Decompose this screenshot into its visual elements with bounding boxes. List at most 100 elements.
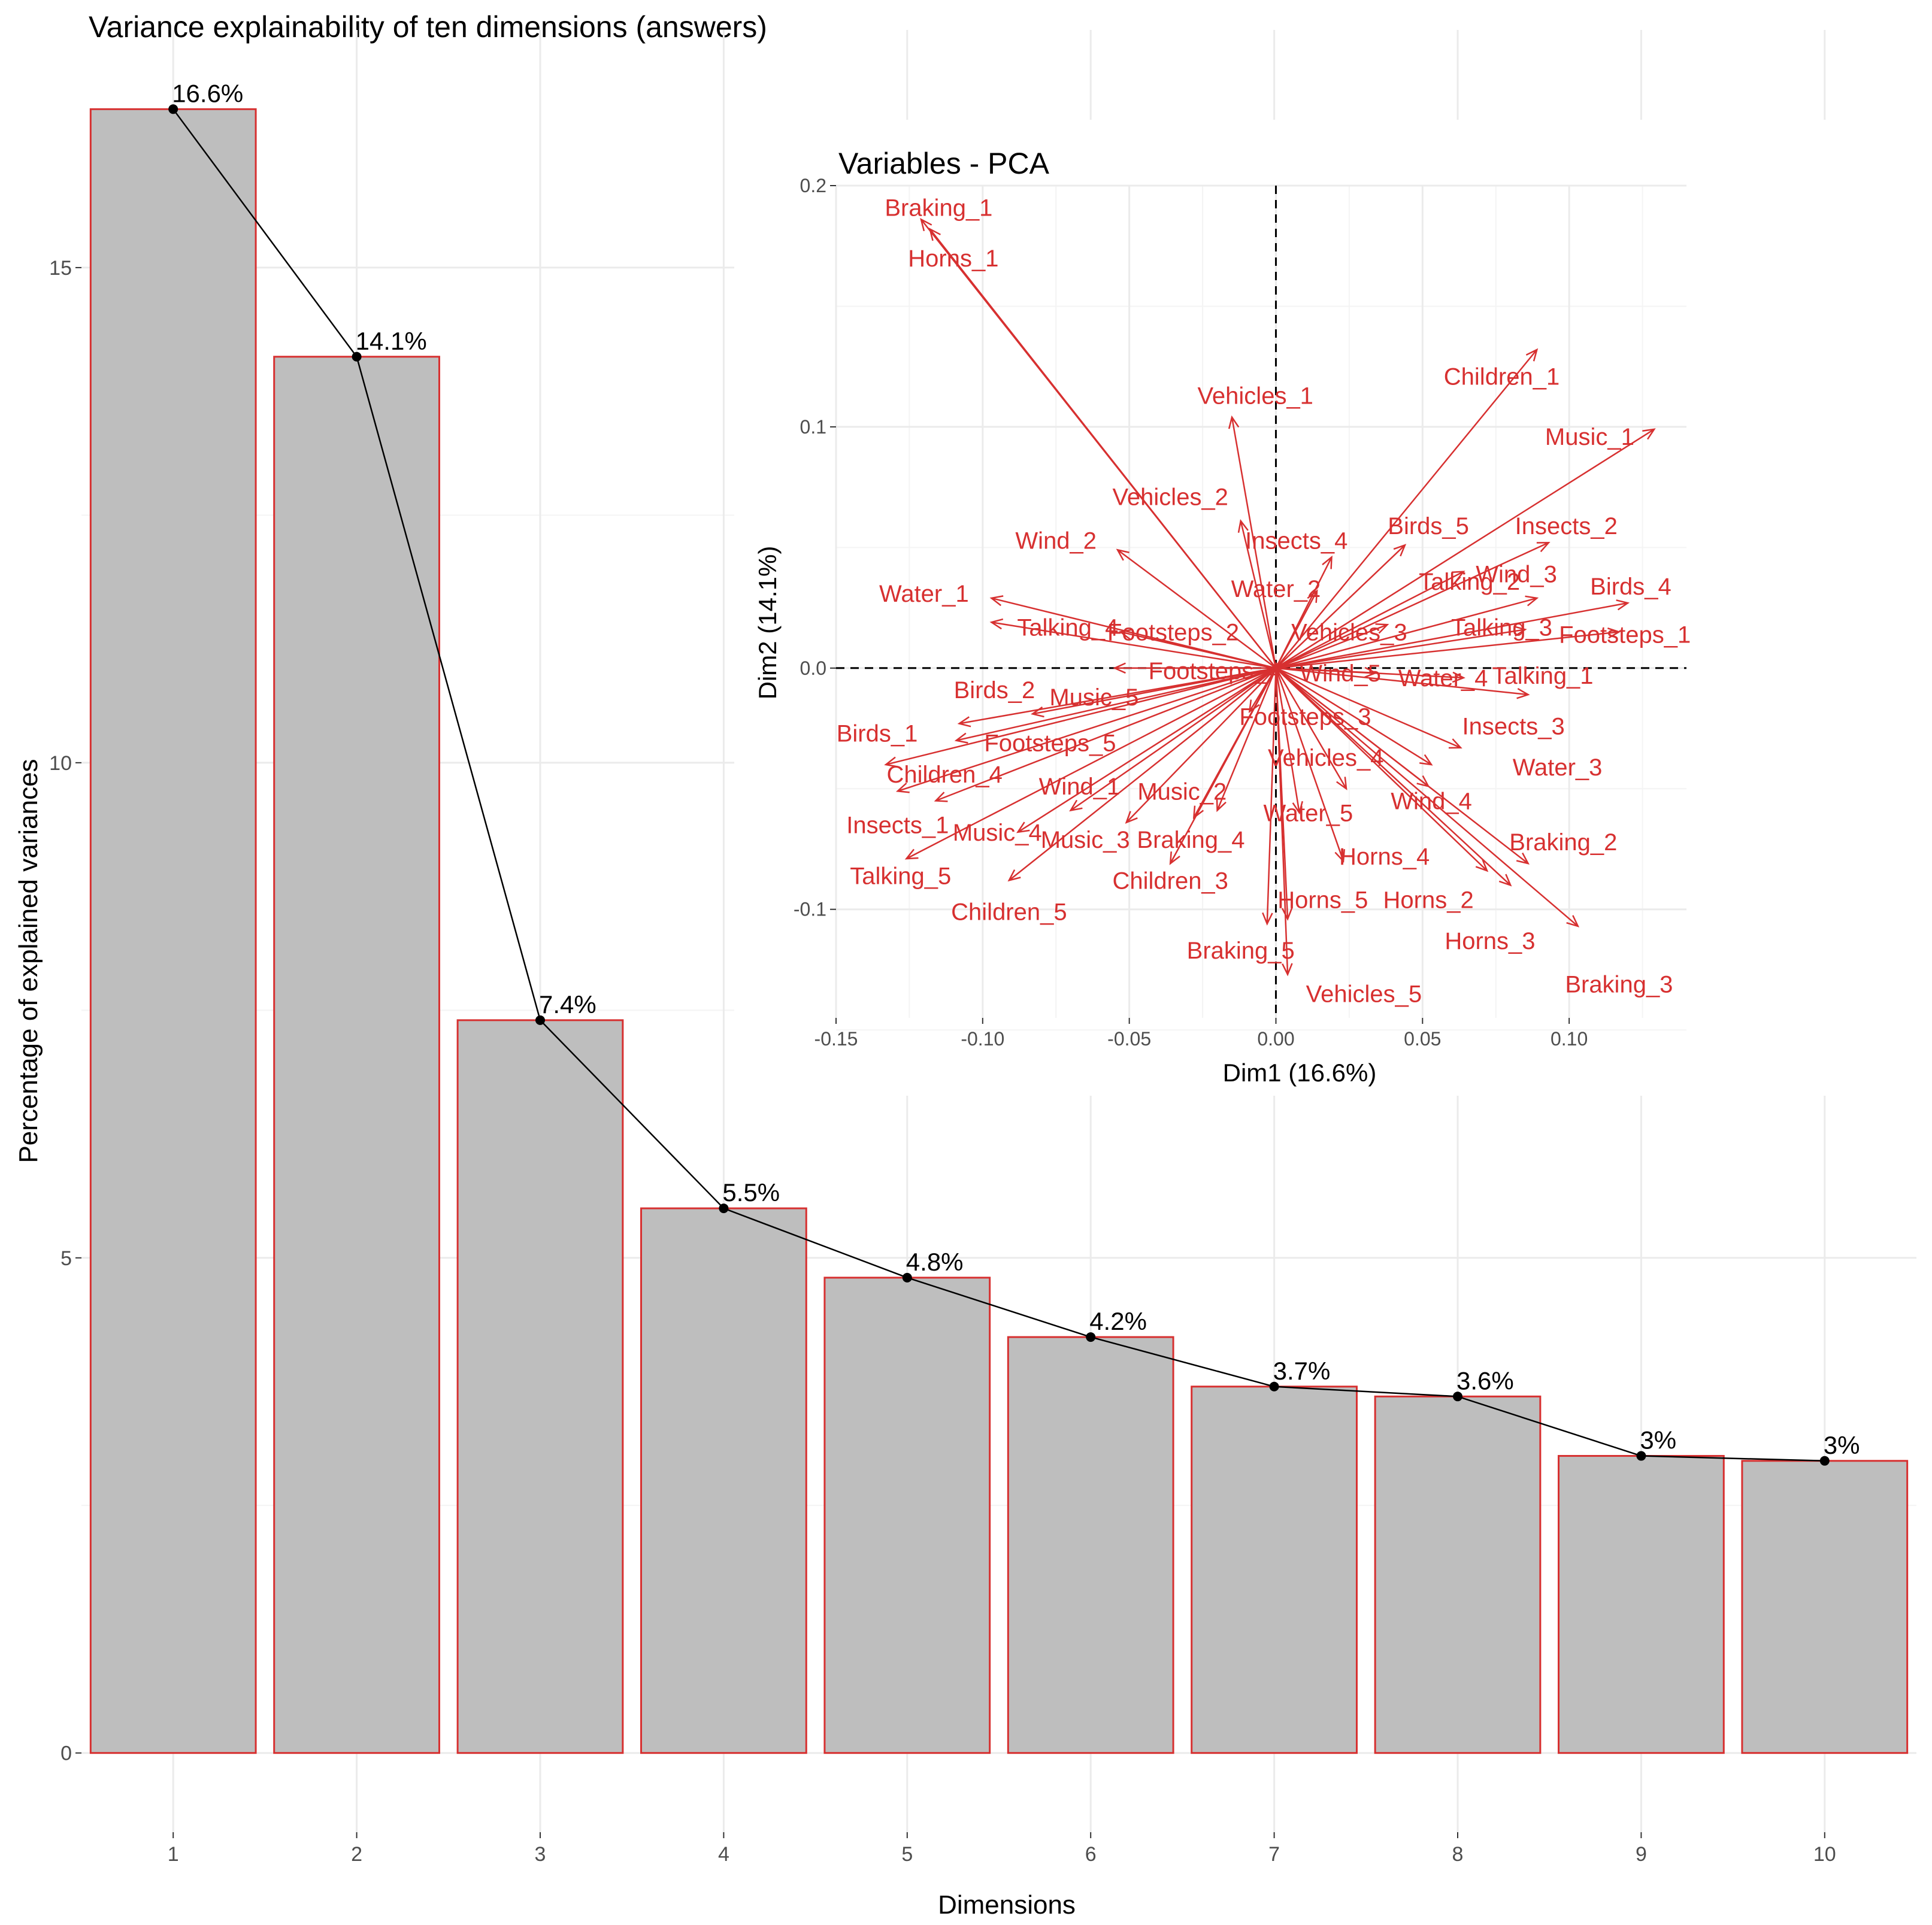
pca-label-braking-2: Braking_2 <box>1509 829 1617 856</box>
pca-variable-labels: Braking_1 Horns_1 Children_1 Vehicles_1 Musi… <box>837 195 1691 1007</box>
pca-arrow-talking-2 <box>1275 571 1465 669</box>
pca-arrow-birds-4 <box>1276 599 1630 669</box>
scree-data-label-1: 16.6% <box>172 79 243 107</box>
pca-arrow-vehicles-2 <box>1237 519 1277 669</box>
pca-arrow-insects-2 <box>1275 542 1551 669</box>
pca-label-vehicles-4: Vehicles_4 <box>1268 745 1383 771</box>
pca-arrow-horns-3 <box>1275 667 1489 872</box>
scree-data-label-7: 3.7% <box>1273 1357 1331 1385</box>
pca-label-birds-1: Birds_1 <box>837 721 918 747</box>
pca-label-water-2: Water_2 <box>1231 576 1321 602</box>
scree-bar-7 <box>1191 1386 1358 1754</box>
pca-label-footsteps-5: Footsteps_5 <box>984 730 1116 757</box>
pca-arrow-water-5 <box>1275 668 1303 815</box>
pca-label-insects-1: Insects_1 <box>846 813 949 839</box>
pca-arrow-talking-1 <box>1276 667 1530 699</box>
pca-arrow-wind-3 <box>1276 595 1539 669</box>
pca-arrow-wind-2 <box>1116 548 1277 669</box>
pca-arrow-footsteps-1 <box>1276 627 1621 669</box>
pca-label-water-4: Water_4 <box>1398 665 1488 692</box>
scree-bar-1 <box>89 108 257 1754</box>
pca-arrow-vehicles-1 <box>1228 415 1277 669</box>
pca-arrow-talking-3 <box>1276 625 1527 669</box>
pca-label-talking-5: Talking_5 <box>850 863 951 889</box>
pca-x-tick-label: 0.05 <box>1404 1028 1441 1050</box>
pca-label-braking-4: Braking_4 <box>1137 827 1244 853</box>
scree-x-tick-label: 9 <box>1636 1843 1647 1866</box>
pca-x-tick-label: -0.05 <box>1107 1028 1151 1050</box>
scree-x-tick-label: 8 <box>1452 1843 1464 1866</box>
scree-x-tick-label: 3 <box>535 1843 546 1866</box>
scree-y-axis-title: Percentage of explained variances <box>14 759 43 1163</box>
pca-label-braking-1: Braking_1 <box>885 195 992 221</box>
pca-label-children-4: Children_4 <box>886 762 1002 788</box>
scree-y-tick-label: 5 <box>60 1247 72 1270</box>
pca-arrow-children-1 <box>1275 348 1539 669</box>
scree-point-6 <box>1086 1332 1096 1342</box>
pca-arrow-vehicles-4 <box>1275 668 1347 790</box>
scree-x-tick-label: 10 <box>1813 1843 1836 1866</box>
scree-y-ticks: 0 5 10 15 <box>49 257 81 1765</box>
scree-y-tick-label: 15 <box>49 257 72 280</box>
scree-bar-5 <box>823 1277 991 1754</box>
pca-label-horns-2: Horns_2 <box>1383 887 1474 914</box>
scree-y-tick-label: 10 <box>49 752 72 775</box>
pca-label-talking-2: Talking_2 <box>1419 569 1520 595</box>
pca-arrow-vehicles-3 <box>1276 623 1389 669</box>
pca-arrow-water-2 <box>1275 589 1318 669</box>
pca-arrow-vehicles-5 <box>1275 668 1293 977</box>
scree-y-tick-label: 0 <box>60 1742 72 1765</box>
pca-arrow-braking-5 <box>1262 668 1277 926</box>
scree-points <box>168 104 1830 1466</box>
scree-data-label-5: 4.8% <box>906 1248 964 1276</box>
pca-label-music-2: Music_2 <box>1137 778 1227 805</box>
pca-label-music-4: Music_4 <box>953 820 1042 846</box>
pca-label-birds-4: Birds_4 <box>1590 574 1671 600</box>
scree-data-labels: 16.6% 14.1% 7.4% 5.5% 4.8% 4.2% 3.7% 3.6% 3% 3% <box>172 79 1860 1459</box>
pca-arrow-music-4 <box>1016 667 1277 833</box>
pca-arrow-horns-2 <box>1275 667 1512 887</box>
pca-label-braking-5: Braking_5 <box>1187 938 1295 964</box>
pca-y-ticks: -0.1 0.0 0.1 0.2 <box>794 175 836 920</box>
scree-bars <box>89 108 1909 1754</box>
scree-x-tick-label: 7 <box>1268 1843 1280 1866</box>
pca-label-vehicles-2: Vehicles_2 <box>1112 484 1228 511</box>
scree-data-label-3: 7.4% <box>539 990 596 1018</box>
pca-arrow-talking-4 <box>989 618 1276 669</box>
pca-label-talking-1: Talking_1 <box>1492 663 1594 689</box>
scree-point-1 <box>168 104 178 114</box>
pca-y-tick-label: 0.1 <box>800 416 826 438</box>
pca-label-footsteps-2: Footsteps_2 <box>1107 619 1239 645</box>
pca-label-water-5: Water_5 <box>1264 801 1353 827</box>
pca-arrow-water-3 <box>1275 667 1433 766</box>
scree-data-label-2: 14.1% <box>356 327 427 355</box>
pca-label-water-3: Water_3 <box>1513 754 1603 781</box>
scree-x-ticks: 1 2 3 4 5 6 7 8 9 10 <box>168 1832 1836 1866</box>
scree-point-3 <box>535 1015 545 1025</box>
scree-point-10 <box>1819 1456 1830 1466</box>
pca-label-children-3: Children_3 <box>1112 868 1228 894</box>
pca-x-axis-title: Dim1 (16.6%) <box>1223 1059 1377 1087</box>
pca-arrow-children-4 <box>895 667 1276 793</box>
pca-arrow-children-3 <box>1169 668 1277 865</box>
pca-arrow-braking-3 <box>1275 667 1580 927</box>
pca-arrow-talking-5 <box>904 667 1277 860</box>
pca-arrow-music-2 <box>1216 668 1277 813</box>
pca-label-horns-3: Horns_3 <box>1445 928 1535 954</box>
pca-x-tick-label: 0.10 <box>1551 1028 1588 1050</box>
pca-label-birds-2: Birds_2 <box>954 677 1035 704</box>
pca-label-birds-5: Birds_5 <box>1388 513 1469 539</box>
pca-label-insects-4: Insects_4 <box>1245 528 1347 554</box>
pca-arrow-children-5 <box>1007 667 1277 882</box>
pca-label-wind-1: Wind_1 <box>1039 774 1121 800</box>
scree-bar-8 <box>1374 1395 1542 1754</box>
scree-point-8 <box>1453 1392 1462 1402</box>
pca-label-water-1: Water_1 <box>879 581 969 607</box>
pca-label-talking-3: Talking_3 <box>1451 614 1552 641</box>
pca-arrow-horns-1 <box>928 228 1277 669</box>
pca-label-horns-1: Horns_1 <box>908 245 998 272</box>
pca-y-tick-label: 0.0 <box>800 657 826 679</box>
scree-bar-10 <box>1741 1460 1909 1754</box>
scree-point-2 <box>352 351 362 362</box>
